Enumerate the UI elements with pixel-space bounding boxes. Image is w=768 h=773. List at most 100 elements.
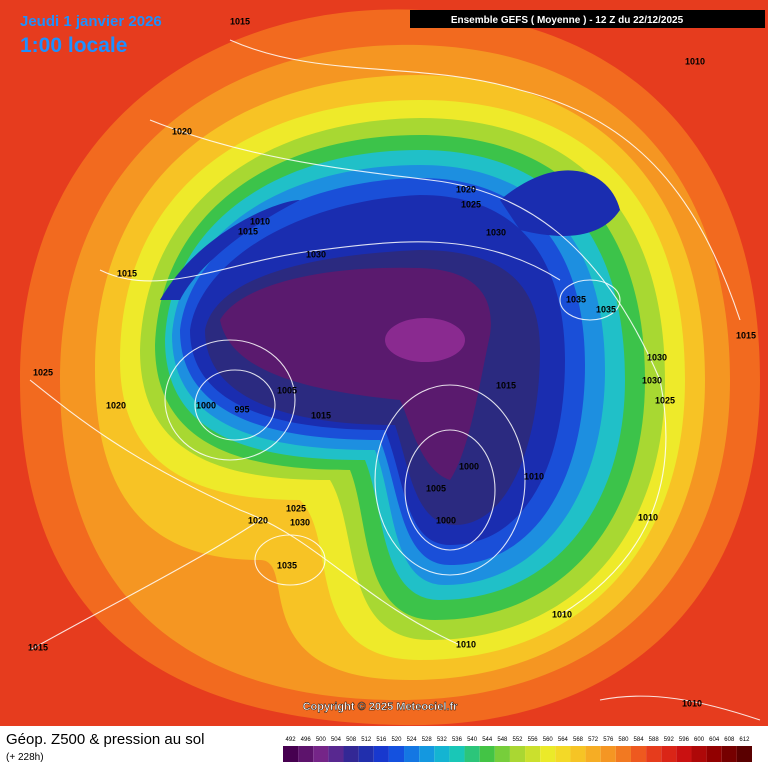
legend-label: 524 (407, 737, 418, 743)
legend-label: 608 (724, 737, 735, 743)
legend-label: 516 (376, 737, 387, 743)
legend-label: 520 (391, 737, 402, 743)
color-swatch (721, 746, 737, 762)
pressure-label: 1035 (596, 304, 616, 314)
model-info: Ensemble GEFS ( Moyenne ) - 12 Z du 22/1… (451, 15, 684, 26)
pressure-label: 1000 (196, 400, 216, 410)
legend-label: 596 (679, 737, 690, 743)
color-swatch (540, 746, 556, 762)
legend-label: 588 (649, 737, 660, 743)
pressure-label: 1010 (638, 512, 658, 522)
geopotential-field (0, 0, 768, 726)
color-swatch (494, 746, 510, 762)
pressure-label: 1030 (647, 352, 667, 362)
pressure-label: 1030 (306, 249, 326, 259)
color-swatch (736, 746, 752, 762)
color-swatch (343, 746, 359, 762)
legend-label: 532 (437, 737, 448, 743)
pressure-label: 1015 (28, 642, 48, 652)
color-swatch (328, 746, 344, 762)
pressure-label: 1010 (552, 609, 572, 619)
isobars (29, 39, 761, 721)
color-swatch (676, 746, 692, 762)
color-swatch (509, 746, 526, 762)
pressure-label: 1030 (642, 375, 662, 385)
legend-label: 564 (558, 737, 569, 743)
color-swatch (706, 746, 722, 762)
color-swatch (570, 746, 586, 762)
legend-label: 544 (482, 737, 493, 743)
pressure-label: 1030 (290, 517, 310, 527)
pressure-label: 1005 (426, 483, 446, 493)
pressure-label: 1010 (524, 471, 544, 481)
legend-label: 560 (543, 737, 554, 743)
color-swatch (630, 746, 647, 762)
legend-label: 504 (331, 737, 342, 743)
pressure-label: 1010 (685, 56, 705, 66)
color-swatch (691, 746, 707, 762)
color-swatch (373, 746, 389, 762)
pressure-label: 1025 (286, 503, 306, 513)
color-swatch (388, 746, 405, 762)
pressure-label: 1005 (277, 385, 297, 395)
forecast-date: Jeudi 1 janvier 2026 (20, 13, 162, 30)
legend-label: 508 (346, 737, 357, 743)
pressure-label: 1030 (486, 227, 506, 237)
pressure-label: 1020 (106, 400, 126, 410)
color-swatch (283, 746, 299, 762)
pressure-label: 1015 (311, 410, 331, 420)
legend-label: 552 (512, 737, 523, 743)
pressure-label: 1015 (238, 226, 258, 236)
legend-label: 512 (361, 737, 372, 743)
legend-label: 496 (301, 737, 312, 743)
color-swatch (404, 746, 420, 762)
legend-label: 612 (739, 737, 750, 743)
pressure-label: 1000 (436, 515, 456, 525)
color-swatch (525, 746, 541, 762)
color-swatch (585, 746, 601, 762)
pressure-label: 995 (234, 404, 249, 414)
pressure-label: 1025 (655, 395, 675, 405)
pressure-label: 1015 (496, 380, 516, 390)
color-swatch (419, 746, 435, 762)
legend-label: 492 (286, 737, 297, 743)
legend-label: 568 (573, 737, 584, 743)
color-swatch (449, 746, 465, 762)
legend-label: 580 (618, 737, 629, 743)
copyright: Copyright © 2025 Meteociel.fr (303, 701, 459, 713)
color-swatch (646, 746, 662, 762)
pressure-label: 1010 (456, 639, 476, 649)
pressure-label: 1025 (461, 199, 481, 209)
pressure-label: 1015 (117, 268, 137, 278)
pressure-label: 1015 (736, 330, 756, 340)
color-swatch (479, 746, 495, 762)
pressure-label: 1035 (566, 294, 586, 304)
color-swatch (661, 746, 677, 762)
pressure-label: 1015 (230, 16, 250, 26)
pressure-label: 1025 (33, 367, 53, 377)
color-swatch (464, 746, 480, 762)
legend-label: 604 (709, 737, 720, 743)
color-swatch (615, 746, 631, 762)
legend-label: 592 (664, 737, 675, 743)
forecast-lead: (+ 228h) (6, 752, 44, 763)
legend-label: 548 (497, 737, 508, 743)
color-swatch (313, 746, 329, 762)
legend-label: 536 (452, 737, 463, 743)
pressure-label: 1000 (459, 461, 479, 471)
pressure-label: 1010 (682, 698, 702, 708)
color-swatch (555, 746, 571, 762)
legend-label: 556 (528, 737, 539, 743)
forecast-time: 1:00 locale (20, 34, 127, 57)
color-legend: 492 496 500 504 508 512 516 520 524 528 532 536 540 5… (283, 737, 752, 762)
model-banner (410, 10, 765, 28)
legend-label: 540 (467, 737, 478, 743)
legend-label: 600 (694, 737, 705, 743)
pressure-label: 1035 (277, 560, 297, 570)
pressure-label: 1020 (456, 184, 476, 194)
legend-label: 576 (603, 737, 614, 743)
pressure-label: 1010 (250, 216, 270, 226)
color-swatch (298, 746, 314, 762)
legend-label: 500 (316, 737, 327, 743)
